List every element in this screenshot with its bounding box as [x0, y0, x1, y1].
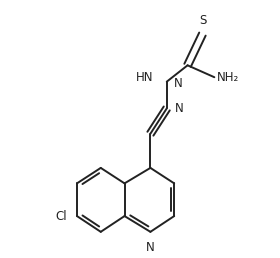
Text: S: S [199, 14, 206, 27]
Text: NH₂: NH₂ [217, 71, 240, 84]
Text: N: N [175, 102, 184, 115]
Text: Cl: Cl [55, 209, 67, 223]
Text: N: N [174, 77, 183, 90]
Text: HN: HN [136, 71, 153, 84]
Text: N: N [146, 241, 155, 254]
